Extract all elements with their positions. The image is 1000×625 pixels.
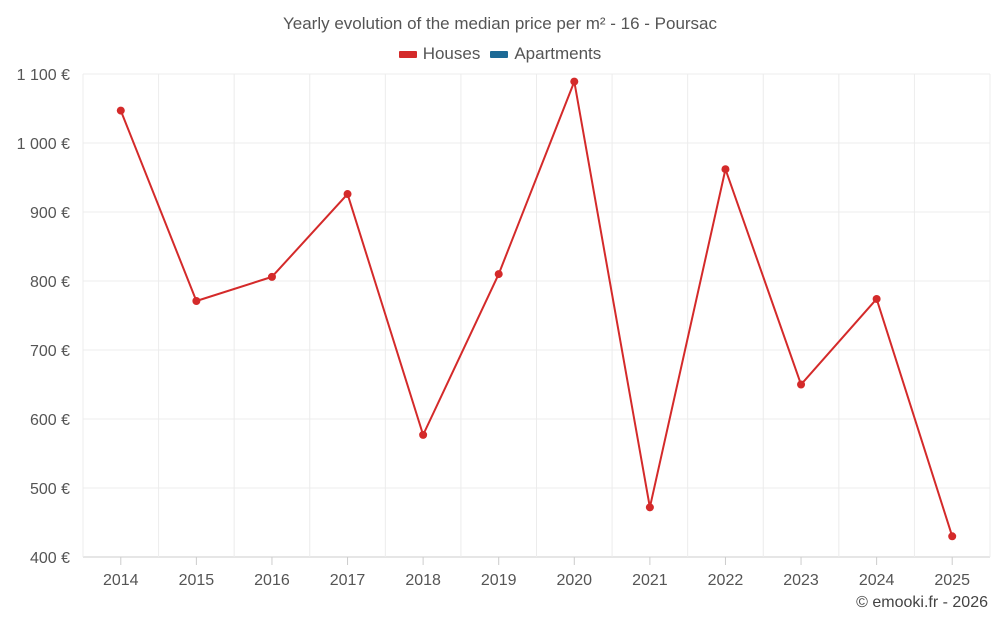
x-tick-label: 2022 <box>708 572 744 589</box>
data-point <box>419 430 428 439</box>
series <box>116 77 957 541</box>
x-tick-label: 2016 <box>254 572 290 589</box>
data-point <box>494 270 503 279</box>
data-point <box>192 297 201 306</box>
legend-item-apartments[interactable]: Apartments <box>490 44 601 64</box>
legend-item-houses[interactable]: Houses <box>398 44 481 64</box>
y-tick-label: 1 100 € <box>17 67 70 84</box>
legend-swatch-houses <box>398 50 417 58</box>
y-tick-label: 500 € <box>30 481 70 498</box>
x-tick-label: 2018 <box>405 572 441 589</box>
grid <box>82 73 991 558</box>
x-tick-label: 2021 <box>632 572 668 589</box>
x-tick-label: 2015 <box>179 572 215 589</box>
legend-label-houses: Houses <box>422 44 481 63</box>
credit-text: © emooki.fr - 2026 <box>856 594 988 611</box>
y-tick-label: 400 € <box>30 550 70 567</box>
series-line-houses <box>119 80 954 537</box>
x-tick-label: 2023 <box>783 572 819 589</box>
x-tick-label: 2025 <box>934 572 970 589</box>
y-tick-label: 900 € <box>30 205 70 222</box>
x-tick-label: 2024 <box>859 572 895 589</box>
data-point <box>570 77 579 86</box>
y-tick-label: 700 € <box>30 343 70 360</box>
x-tick-label: 2014 <box>103 572 139 589</box>
data-point <box>116 106 125 115</box>
data-point <box>948 532 957 541</box>
data-point <box>721 165 730 174</box>
x-tick-label: 2019 <box>481 572 517 589</box>
data-point <box>872 294 881 303</box>
y-tick-label: 1 000 € <box>17 136 70 153</box>
data-point <box>267 272 276 281</box>
y-tick-label: 800 € <box>30 274 70 291</box>
y-tick-label: 600 € <box>30 412 70 429</box>
legend-swatch-apartments <box>490 50 509 58</box>
axes: 400 € 500 € 600 € 700 € 800 € 900 € 1 000 € 1 1… <box>17 67 970 589</box>
legend-label-apartments: Apartments <box>514 44 602 63</box>
legend: Houses Apartments <box>0 44 1000 64</box>
x-tick-label: 2020 <box>556 572 592 589</box>
data-point <box>343 190 352 199</box>
data-point <box>797 380 806 389</box>
data-point <box>645 503 654 512</box>
chart-title: Yearly evolution of the median price per… <box>282 14 718 33</box>
x-tick-label: 2017 <box>330 572 366 589</box>
